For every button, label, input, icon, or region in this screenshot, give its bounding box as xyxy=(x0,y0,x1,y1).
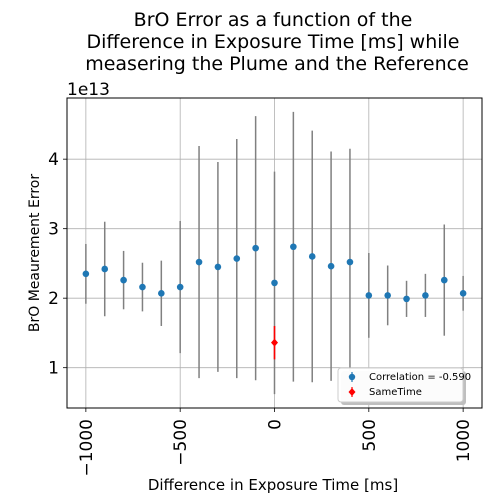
data-point xyxy=(139,283,146,291)
data-point xyxy=(308,253,316,260)
data-point xyxy=(120,276,127,284)
data-point xyxy=(384,292,391,299)
legend-label-correlation: Correlation = -0.590 xyxy=(369,372,471,383)
x-tick-label: −500 xyxy=(171,419,191,466)
y-axis-label: BrO Meaurement Error xyxy=(27,174,43,332)
y-tick-label: 1 xyxy=(48,359,59,379)
data-point xyxy=(365,292,373,299)
data-point xyxy=(214,263,222,271)
data-point xyxy=(440,276,448,284)
data-point xyxy=(459,290,467,297)
legend-box xyxy=(337,367,464,403)
data-point xyxy=(158,290,165,297)
axis-ticks: −1000 −500 0 500 1000 1 2 3 4 xyxy=(48,150,474,476)
data-point xyxy=(403,295,410,303)
y-axis-offset-label: 1e13 xyxy=(67,80,110,100)
data-point xyxy=(233,255,241,262)
sametime-point xyxy=(271,338,278,347)
data-points xyxy=(82,243,467,347)
y-tick-label: 4 xyxy=(48,150,59,170)
x-axis-label: Difference in Exposure Time [ms] xyxy=(148,476,398,494)
x-tick-label: 1000 xyxy=(454,419,474,462)
data-point xyxy=(346,258,354,266)
y-tick-label: 3 xyxy=(48,220,59,240)
data-point xyxy=(271,279,278,287)
data-point xyxy=(290,243,297,251)
data-point xyxy=(176,283,184,291)
data-point xyxy=(195,258,203,266)
chart-title-line-2: Difference in Exposure Time [ms] while xyxy=(87,31,460,53)
y-tick-label: 2 xyxy=(48,289,59,309)
legend-marker-correlation xyxy=(348,373,356,381)
data-point xyxy=(101,265,109,273)
legend-label-sametime: SameTime xyxy=(369,387,422,398)
chart-title-line-3: measering the Plume and the Reference xyxy=(85,53,469,75)
data-point xyxy=(82,270,90,278)
data-point xyxy=(422,292,429,299)
x-tick-label: −1000 xyxy=(77,419,97,477)
x-tick-label: 500 xyxy=(360,419,380,451)
chart-title: BrO Error as a function of the Differenc… xyxy=(85,9,469,75)
data-point xyxy=(327,262,335,270)
legend: Correlation = -0.590 SameTime xyxy=(337,367,471,405)
legend-marker-sametime xyxy=(348,388,356,396)
chart-title-line-1: BrO Error as a function of the xyxy=(134,9,413,31)
x-tick-label: 0 xyxy=(266,419,286,430)
data-point xyxy=(252,244,259,252)
